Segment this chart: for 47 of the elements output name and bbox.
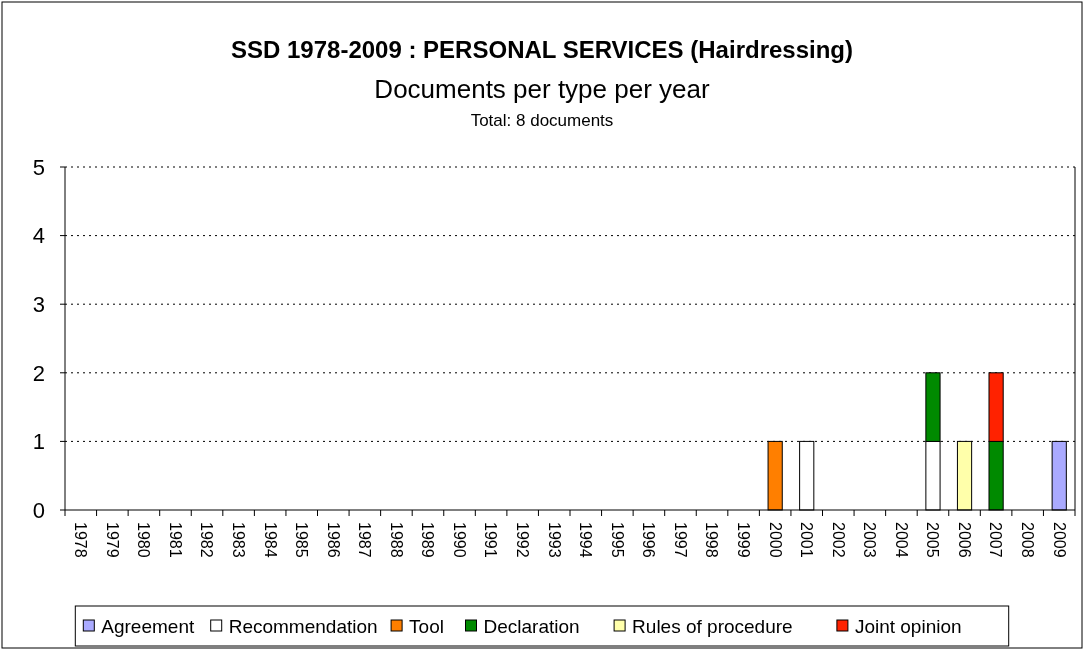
x-tick-label: 1989	[419, 522, 437, 558]
legend-label: Agreement	[101, 615, 195, 637]
x-tick-label: 2006	[955, 522, 973, 558]
x-tick-label: 2005	[924, 522, 942, 558]
x-tick-label: 1994	[577, 522, 595, 558]
x-tick-label: 1997	[671, 522, 689, 558]
x-tick-label: 2008	[1019, 522, 1037, 558]
x-tick-label: 1998	[703, 522, 721, 558]
y-tick-label: 3	[32, 291, 45, 317]
x-tick-label: 1980	[135, 522, 153, 558]
x-tick-label: 1999	[734, 522, 752, 558]
x-tick-label: 1979	[103, 522, 121, 558]
x-tick-label: 1988	[387, 522, 405, 558]
y-tick-label: 1	[32, 429, 45, 455]
y-tick-label: 5	[32, 154, 45, 180]
chart-title: SSD 1978-2009 : PERSONAL SERVICES (Hairdressing)	[230, 36, 854, 63]
x-tick-label: 1982	[198, 522, 216, 558]
x-tick-label: 1986	[324, 522, 342, 558]
x-tick-label: 1996	[640, 522, 658, 558]
legend-label: Recommendation	[228, 615, 378, 637]
x-tick-label: 1981	[166, 522, 184, 558]
x-tick-label: 1992	[514, 522, 532, 558]
x-tick-label: 1995	[608, 522, 626, 558]
text: Total: 8 documents	[470, 111, 614, 130]
x-tick-label: 2002	[829, 522, 847, 558]
x-tick-label: 1987	[356, 522, 374, 558]
x-tick-label: 2004	[892, 522, 910, 558]
x-tick-label: 1991	[482, 522, 500, 558]
x-tick-label: 2003	[861, 522, 879, 558]
y-tick-label: 2	[32, 360, 45, 386]
x-tick-label: 1978	[72, 522, 90, 558]
legend-label: Rules of procedure	[632, 615, 793, 637]
x-tick-label: 1990	[450, 522, 468, 558]
x-tick-label: 2007	[987, 522, 1005, 558]
x-tick-label: 1985	[293, 522, 311, 558]
x-tick-label: 2000	[766, 522, 784, 558]
legend-label: Joint opinion	[854, 615, 962, 637]
y-tick-label: 4	[32, 223, 45, 249]
x-tick-label: 1993	[545, 522, 563, 558]
x-tick-label: 2001	[798, 522, 816, 558]
legend-label: Declaration	[483, 615, 580, 637]
legend-label: Tool	[409, 615, 444, 637]
x-tick-label: 1984	[261, 522, 279, 558]
chart-subtitle: Documents per type per year	[374, 74, 710, 104]
x-tick-label: 1983	[229, 522, 247, 558]
y-tick-label: 0	[32, 497, 45, 523]
x-tick-label: 2009	[1050, 522, 1068, 558]
